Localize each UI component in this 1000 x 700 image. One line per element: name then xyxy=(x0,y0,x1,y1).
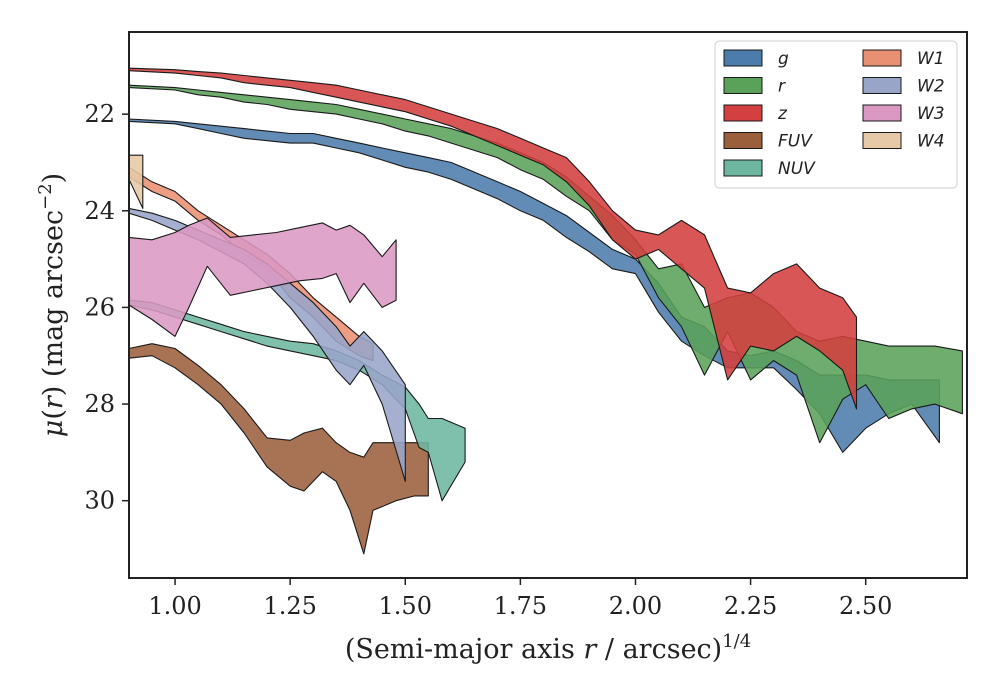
y-tick-label: 24 xyxy=(84,197,115,225)
legend-swatch-z xyxy=(723,104,763,122)
x-tick-label: 2.25 xyxy=(724,592,777,620)
y-tick-label: 26 xyxy=(84,293,115,321)
band-fuv xyxy=(128,343,429,555)
x-tick-label: 1.75 xyxy=(494,592,547,620)
x-tick-label: 1.50 xyxy=(379,592,432,620)
legend-swatch-w4 xyxy=(862,132,902,149)
legend-label-g: g xyxy=(778,49,789,69)
legend-label-w4: W4 xyxy=(917,132,945,152)
x-axis: 1.00 1.25 1.50 1.75 2.00 2.25 2.50 xyxy=(148,578,892,620)
legend-swatch-w3 xyxy=(862,104,902,122)
legend-label-fuv: FUV xyxy=(778,132,813,152)
band-z xyxy=(128,67,858,410)
legend-swatch-g xyxy=(723,49,763,67)
legend-swatch-nuv xyxy=(723,159,763,177)
plot-frame xyxy=(128,31,968,579)
x-tick-label: 1.00 xyxy=(148,592,201,620)
x-axis-label: (Semi-major axis r / arcsec)1/4 xyxy=(345,631,751,665)
x-tick-label: 2.50 xyxy=(839,592,892,620)
x-tick-label: 2.00 xyxy=(609,592,662,620)
legend-label-w2: W2 xyxy=(917,77,945,97)
legend-label-r: r xyxy=(778,77,786,97)
band-r xyxy=(128,84,963,444)
y-axis-label: μ(r) (mag arcsec−2) xyxy=(35,173,69,437)
y-tick-label: 28 xyxy=(84,390,115,418)
y-axis: 22 24 26 28 30 xyxy=(84,100,129,515)
legend-swatch-w1 xyxy=(862,49,902,67)
y-tick-label: 22 xyxy=(84,100,115,128)
y-tick-label: 30 xyxy=(84,487,115,515)
band-g xyxy=(128,118,940,453)
x-tick-label: 1.25 xyxy=(263,592,316,620)
legend-label-z: z xyxy=(777,104,788,124)
legend-swatch-fuv xyxy=(723,132,763,149)
legend-label-w1: W1 xyxy=(917,49,945,69)
band-w4 xyxy=(128,154,144,209)
legend: grz FUV NUV W1 W2 W3 W4 xyxy=(714,40,958,189)
legend-label-nuv: NUV xyxy=(778,159,816,179)
plot-bands xyxy=(128,67,963,555)
legend-swatch-r xyxy=(723,77,763,94)
legend-swatch-w2 xyxy=(862,77,902,94)
band-w3 xyxy=(128,217,397,337)
legend-label-w3: W3 xyxy=(917,104,945,124)
